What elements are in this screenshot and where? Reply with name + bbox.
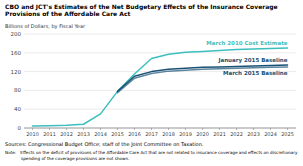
x-tick [151,128,152,130]
y-axis-label: Billions of Dollars, by Fiscal Year [5,23,86,30]
grid-line [24,109,296,110]
x-tick [236,128,237,130]
y-tick-label: 160 [11,50,22,56]
x-tick [270,128,271,130]
plot-area [33,48,288,126]
series-label: January 2015 Baseline [217,57,287,64]
grid-line [24,34,296,35]
series-line [33,48,288,126]
x-tick [83,128,84,130]
x-tick-label: 2020 [196,131,209,137]
y-tick-label: 120 [11,69,22,75]
title: CBO and JCT's Estimates of the Net Budge… [5,3,278,17]
series-label: March 2010 Cost Estimate [206,40,287,46]
x-tick [66,128,67,130]
note-line: spending of the coverage provisions are … [5,156,130,161]
x-tick-label: 2019 [179,131,192,137]
x-tick-label: 2014 [94,131,107,137]
x-tick-label: 2022 [230,131,243,137]
x-tick-label: 2012 [60,131,73,137]
chart: CBO and JCT's Estimates of the Net Budge… [0,0,303,166]
x-tick-label: 2016 [128,131,141,137]
note: Note: Effects on the deficit of provisio… [5,150,298,161]
series-label: March 2015 Baseline [223,70,288,76]
x-tick [32,128,33,130]
x-tick-label: 2018 [162,131,175,137]
x-tick [134,128,135,130]
x-tick [100,128,101,130]
x-axis-line [24,128,296,129]
y-tick-label: 200 [11,31,22,37]
y-tick-label: 0 [18,125,22,131]
grid-line [24,128,296,129]
x-tick-label: 2013 [77,131,90,137]
y-tick-label: 40 [14,106,21,112]
x-tick [253,128,254,130]
x-tick [49,128,50,130]
x-tick [168,128,169,130]
x-tick [287,128,288,130]
source: Sources: Congressional Budget Office; st… [5,141,204,148]
x-tick [185,128,186,130]
note-line: Note: Effects on the deficit of provisio… [5,150,298,155]
grid-line [24,90,296,91]
x-tick-label: 2023 [247,131,260,137]
x-tick-label: 2011 [43,131,56,137]
x-tick [219,128,220,130]
x-tick [117,128,118,130]
x-tick-label: 2025 [281,131,294,137]
series-line [118,67,288,93]
x-tick-label: 2024 [264,131,277,137]
y-tick-label: 80 [14,87,21,93]
x-tick-label: 2015 [111,131,124,137]
x-tick-label: 2010 [26,131,39,137]
x-tick-label: 2021 [213,131,226,137]
x-tick [202,128,203,130]
title-line: Provisions of the Affordable Care Act [5,10,130,17]
grid-line [24,52,296,53]
x-tick-label: 2017 [145,131,158,137]
